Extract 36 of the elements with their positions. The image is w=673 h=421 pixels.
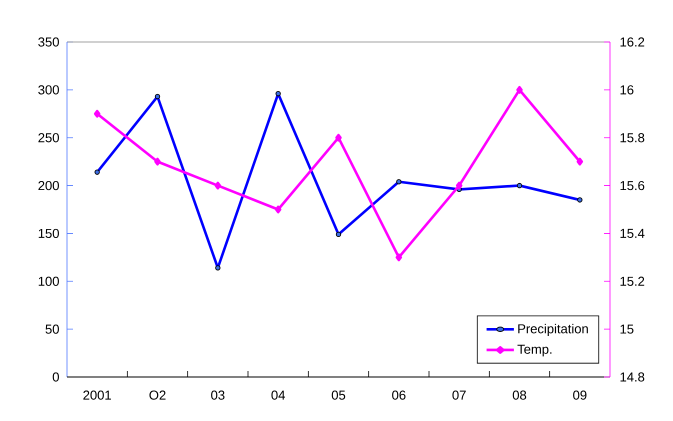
y2-tick-label: 15.2 bbox=[620, 276, 644, 286]
y2-tick-label: 16 bbox=[620, 85, 634, 94]
x-tick-label: 09 bbox=[573, 390, 586, 400]
y2-tick-label: 15.8 bbox=[620, 133, 644, 142]
x-tick-label: 04 bbox=[271, 390, 286, 400]
point bbox=[274, 206, 282, 214]
y-tick-label: 350 bbox=[38, 37, 59, 47]
point bbox=[516, 86, 523, 94]
x-tick-label: 05 bbox=[332, 390, 346, 400]
y-tick-label: 150 bbox=[38, 228, 59, 238]
y-tick-label: 50 bbox=[46, 324, 59, 334]
y-tick-label: 0 bbox=[52, 372, 59, 382]
point bbox=[94, 110, 100, 118]
y2-tick-label: 14.8 bbox=[620, 372, 644, 382]
y-tick-label: 300 bbox=[38, 85, 59, 94]
x-tick-label: 2001 bbox=[83, 390, 111, 400]
y-tick-label: 100 bbox=[38, 276, 59, 286]
legend-label: Temp. bbox=[518, 344, 552, 356]
y-tick-label: 200 bbox=[38, 180, 59, 190]
x-tick-label: 06 bbox=[392, 390, 406, 400]
y2-tick-label: 16.2 bbox=[620, 37, 644, 47]
y2-tick-label: 15.4 bbox=[620, 228, 644, 238]
point bbox=[214, 182, 222, 190]
y2-tick-label: 15.6 bbox=[620, 180, 644, 190]
x-tick-label: 03 bbox=[211, 390, 224, 400]
point bbox=[396, 253, 402, 262]
y2-tick-label: 15 bbox=[620, 324, 634, 334]
x-tick-label: 07 bbox=[452, 390, 466, 400]
point bbox=[456, 182, 462, 190]
point bbox=[154, 158, 161, 166]
x-tick-label: O2 bbox=[149, 390, 166, 400]
point bbox=[335, 134, 342, 142]
x-tick-label: 08 bbox=[512, 390, 526, 400]
legend-label: Precipitation bbox=[518, 324, 588, 336]
point bbox=[576, 158, 584, 166]
y-tick-label: 250 bbox=[38, 133, 59, 142]
